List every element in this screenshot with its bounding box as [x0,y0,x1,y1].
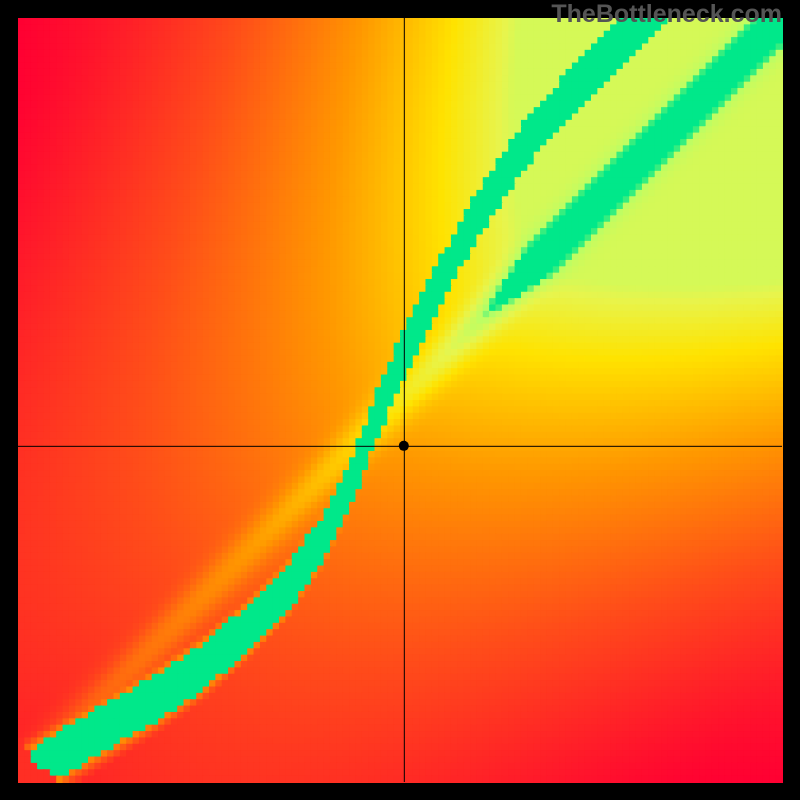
chart-container: TheBottleneck.com [0,0,800,800]
watermark-text: TheBottleneck.com [551,0,782,29]
bottleneck-heatmap [0,0,800,800]
